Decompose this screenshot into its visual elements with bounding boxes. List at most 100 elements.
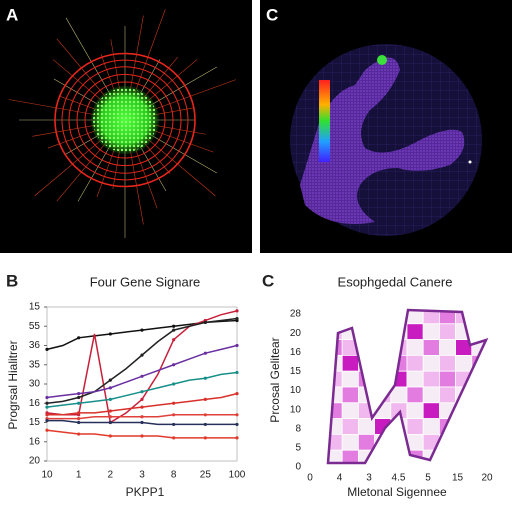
point — [140, 328, 144, 332]
cell — [357, 339, 375, 356]
cell — [422, 339, 440, 356]
point — [140, 415, 144, 419]
y-tick-label: 15 — [290, 366, 302, 377]
point — [45, 405, 49, 409]
point — [45, 401, 49, 405]
y-tick-label: 15 — [29, 302, 41, 313]
ring — [84, 81, 166, 159]
point — [203, 397, 207, 401]
y-tick-label: 10 — [290, 404, 302, 415]
point — [203, 436, 207, 440]
cell — [357, 418, 375, 435]
cell — [406, 418, 424, 435]
point — [108, 434, 112, 438]
point — [108, 420, 112, 425]
point — [45, 428, 49, 432]
point — [77, 417, 81, 421]
ring — [76, 73, 174, 167]
point — [108, 409, 112, 413]
y-tick-label: 30 — [29, 379, 41, 390]
x-tick-label: 10 — [41, 470, 53, 481]
point — [235, 436, 239, 440]
point — [235, 370, 239, 375]
chart-title: Esophgedal Canere — [338, 274, 453, 289]
point — [172, 401, 176, 405]
x-tick-label: 15 — [452, 473, 464, 484]
x-tick-label: 2 — [108, 470, 114, 481]
point — [108, 378, 112, 382]
line-plot: 20 16 15 16 30 35 36 55 15 10 1 2 3 8 25 100 — [29, 302, 246, 481]
cell — [341, 354, 359, 372]
cell — [471, 449, 486, 463]
cell — [374, 449, 392, 463]
point — [140, 405, 144, 409]
y-tick-label: 16 — [29, 436, 41, 447]
x-tick-label: 3 — [366, 473, 372, 484]
y-tick-label: 10 — [290, 385, 302, 396]
cell — [406, 402, 424, 419]
heatmap: 0 5 8 10 10 15 16 20 28 0 4 3 4.5 5 15 20 — [290, 309, 493, 484]
x-tick-label: 1 — [76, 470, 82, 481]
point — [108, 397, 112, 401]
cell — [390, 449, 408, 463]
cell — [471, 433, 486, 451]
point — [172, 338, 176, 342]
line — [46, 344, 238, 399]
cell — [406, 323, 424, 340]
cell — [422, 402, 440, 419]
cell — [422, 418, 440, 435]
point — [45, 347, 49, 351]
y-tick-label: 16 — [29, 398, 41, 409]
point — [140, 353, 144, 357]
x-tick-label: 0 — [307, 473, 313, 484]
point — [77, 401, 81, 405]
cell — [328, 418, 343, 435]
cell — [374, 370, 392, 388]
point — [77, 432, 81, 436]
point — [235, 392, 239, 396]
cell — [357, 310, 375, 325]
cell — [471, 370, 486, 388]
y-tick-label: 36 — [29, 340, 41, 351]
point — [45, 418, 49, 423]
point — [140, 434, 144, 438]
chart-title: Four Gene Signare — [90, 274, 201, 289]
cell — [471, 418, 486, 435]
y-tick-label: 15 — [29, 417, 41, 428]
x-tick-label: 4.5 — [392, 473, 406, 484]
cell — [438, 354, 456, 372]
cell — [390, 402, 408, 419]
cell — [341, 370, 359, 388]
point — [77, 395, 81, 400]
point — [45, 413, 49, 417]
point — [203, 351, 207, 355]
point — [172, 324, 176, 328]
cell — [438, 339, 456, 356]
y-tick-label: 8 — [295, 423, 301, 434]
cell — [455, 449, 473, 463]
cell — [374, 310, 392, 325]
cell — [357, 433, 375, 451]
cell — [406, 370, 424, 388]
cell — [406, 354, 424, 372]
cell — [328, 310, 343, 325]
point — [235, 316, 239, 321]
cell — [374, 354, 392, 372]
point — [172, 436, 176, 440]
cell — [455, 354, 473, 372]
y-tick-label: 20 — [290, 328, 302, 339]
point — [172, 363, 176, 367]
scan-image — [290, 44, 482, 236]
point — [77, 420, 81, 425]
cell — [422, 323, 440, 340]
y-tick-label: 0 — [295, 462, 301, 473]
cell — [374, 339, 392, 356]
y-tick-label: 20 — [29, 456, 41, 467]
x-tick-label: 4 — [337, 473, 343, 484]
panel-label: C — [262, 271, 274, 290]
cell — [328, 402, 343, 419]
point — [172, 413, 176, 417]
cell — [357, 323, 375, 340]
cell — [422, 370, 440, 388]
x-axis-label: PKPP1 — [126, 485, 165, 499]
